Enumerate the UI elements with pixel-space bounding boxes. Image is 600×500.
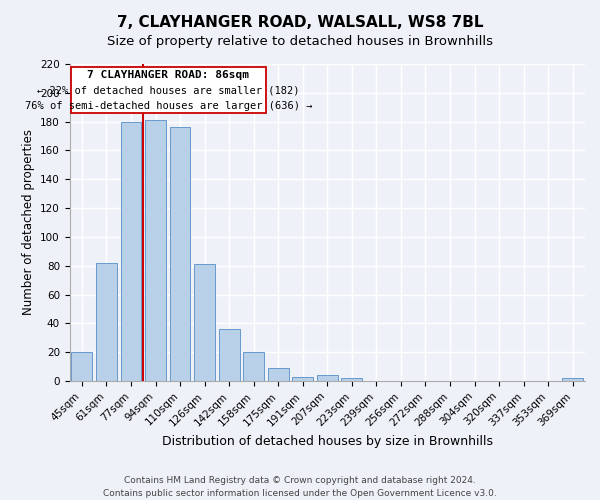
Bar [219, 329, 239, 381]
Text: Size of property relative to detached houses in Brownhills: Size of property relative to detached ho… [107, 35, 493, 48]
Bar [145, 120, 166, 381]
Bar [292, 376, 313, 381]
Bar [243, 352, 264, 381]
Bar [317, 375, 338, 381]
Text: ← 22% of detached houses are smaller (182): ← 22% of detached houses are smaller (18… [37, 85, 299, 95]
X-axis label: Distribution of detached houses by size in Brownhills: Distribution of detached houses by size … [162, 434, 493, 448]
FancyBboxPatch shape [71, 67, 266, 113]
Bar [194, 264, 215, 381]
Bar [268, 368, 289, 381]
Y-axis label: Number of detached properties: Number of detached properties [22, 130, 35, 316]
Text: Contains HM Land Registry data © Crown copyright and database right 2024.
Contai: Contains HM Land Registry data © Crown c… [103, 476, 497, 498]
Bar [71, 352, 92, 381]
Bar [96, 263, 117, 381]
Bar [341, 378, 362, 381]
Bar [121, 122, 142, 381]
Text: 7 CLAYHANGER ROAD: 86sqm: 7 CLAYHANGER ROAD: 86sqm [88, 70, 250, 80]
Text: 76% of semi-detached houses are larger (636) →: 76% of semi-detached houses are larger (… [25, 100, 312, 110]
Text: 7, CLAYHANGER ROAD, WALSALL, WS8 7BL: 7, CLAYHANGER ROAD, WALSALL, WS8 7BL [117, 15, 483, 30]
Bar [562, 378, 583, 381]
Bar [170, 128, 190, 381]
